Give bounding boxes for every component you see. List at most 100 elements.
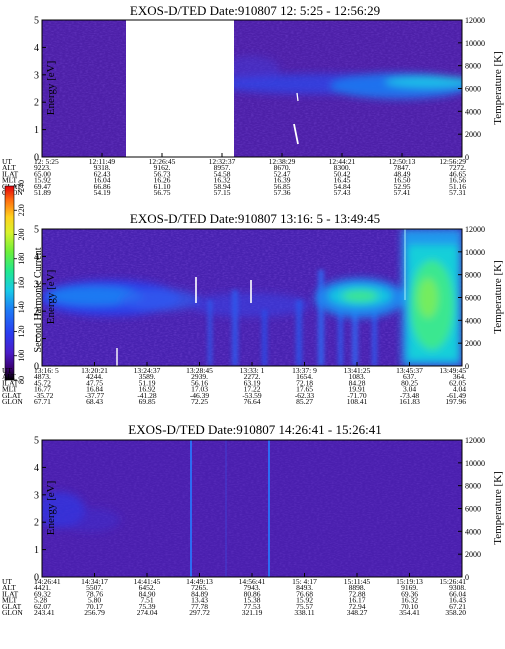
y2-tick-label: 12000 bbox=[465, 436, 485, 445]
ephemeris-value: 66.86 bbox=[94, 182, 111, 191]
ephemeris-value: 8898. bbox=[349, 583, 366, 592]
ephemeris-value: 3.04 bbox=[403, 385, 416, 394]
ephemeris-value: -46.39 bbox=[190, 391, 210, 400]
ephemeris-value: 62.43 bbox=[94, 169, 111, 178]
y2-tick-label: 8000 bbox=[465, 482, 481, 491]
panel-2-y2-ticks: 0 2000 4000 6000 8000 10000 12000 bbox=[458, 225, 485, 371]
y2-tick-label: 0 bbox=[465, 153, 469, 162]
panel-1-ylabel: Energy [eV] bbox=[45, 61, 57, 115]
y2-tick-label: 2000 bbox=[465, 130, 481, 139]
ephemeris-value: 52.95 bbox=[394, 182, 411, 191]
ephemeris-value: 51.19 bbox=[139, 378, 156, 387]
panel-1-data-gap bbox=[126, 20, 234, 157]
ephemeris-value: 66.04 bbox=[449, 589, 466, 598]
colorbar-tick-label: 120 bbox=[17, 326, 26, 338]
ephemeris-value: 13:28:45 bbox=[186, 366, 213, 375]
ephemeris-value: 7943. bbox=[244, 583, 261, 592]
ephemeris-value: 48.49 bbox=[394, 169, 411, 178]
ephemeris-label: MLT bbox=[2, 596, 18, 605]
colorbar-tick-label: 160 bbox=[17, 277, 26, 289]
ephemeris-value: 84.90 bbox=[139, 589, 156, 598]
ephemeris-value: -35.72 bbox=[34, 391, 54, 400]
y-tick-label: 0 bbox=[34, 573, 39, 584]
ephemeris-value: 7272. bbox=[449, 163, 466, 172]
y2-tick-label: 12000 bbox=[465, 225, 485, 234]
y2-tick-label: 10000 bbox=[465, 39, 485, 48]
panel-1-y2label: Temperature [K] bbox=[492, 51, 504, 124]
panel-2-ylabel: Energy [eV] bbox=[45, 270, 57, 324]
panel-1-streak bbox=[293, 123, 299, 145]
ephemeris-value: 2939. bbox=[191, 372, 208, 381]
y-tick-label: 3 bbox=[34, 279, 39, 290]
ephemeris-value: 13:41:25 bbox=[344, 366, 371, 375]
ephemeris-value: 197.96 bbox=[445, 397, 466, 406]
ephemeris-value: 67.71 bbox=[34, 397, 51, 406]
colorbar-tick-label: 240 bbox=[17, 180, 26, 192]
ephemeris-value: 16.39 bbox=[274, 176, 291, 185]
ephemeris-label: GLAT bbox=[2, 391, 22, 400]
ephemeris-value: 14:34:17 bbox=[81, 577, 108, 586]
ephemeris-value: 85.27 bbox=[296, 397, 313, 406]
ephemeris-value: 78.76 bbox=[86, 589, 103, 598]
ephemeris-value: 13:37: 9 bbox=[292, 366, 317, 375]
ephemeris-value: 16.17 bbox=[349, 596, 366, 605]
ephemeris-value: 12:11:49 bbox=[89, 157, 116, 166]
ephemeris-value: -73.48 bbox=[400, 391, 420, 400]
ephemeris-value: 69.47 bbox=[34, 182, 51, 191]
colorbar-ticks: 80 100 120 140 160 180 200 220 240 bbox=[14, 180, 26, 384]
ephemeris-value: 16.45 bbox=[334, 176, 351, 185]
panel-1-band bbox=[210, 56, 462, 99]
ephemeris-value: 76.64 bbox=[244, 397, 261, 406]
ephemeris-label: GLON bbox=[2, 608, 23, 617]
ephemeris-value: 47.75 bbox=[86, 378, 103, 387]
ephemeris-value: 56.73 bbox=[154, 169, 171, 178]
y2-tick-label: 6000 bbox=[465, 294, 481, 303]
panel-2: EXOS-D/TED Date:910807 13:16: 5 - 13:49:… bbox=[2, 180, 504, 406]
panel-3-texture bbox=[42, 440, 462, 577]
ephemeris-value: 45.72 bbox=[34, 378, 51, 387]
ephemeris-value: 69.32 bbox=[34, 589, 51, 598]
ephemeris-value: 8957. bbox=[214, 163, 231, 172]
ephemeris-value: 637. bbox=[403, 372, 416, 381]
ephemeris-value: 12:26:45 bbox=[149, 157, 176, 166]
ephemeris-value: 46.65 bbox=[449, 169, 466, 178]
ephemeris-value: 77.78 bbox=[191, 602, 208, 611]
ephemeris-value: 4873. bbox=[34, 372, 51, 381]
ephemeris-value: 80.25 bbox=[401, 378, 418, 387]
y-tick-label: 1 bbox=[34, 334, 39, 345]
ephemeris-label: MLT bbox=[2, 176, 18, 185]
panel-3-plot-area bbox=[42, 440, 462, 577]
ephemeris-value: 51.16 bbox=[449, 182, 466, 191]
ephemeris-value: 16.04 bbox=[94, 176, 111, 185]
ephemeris-value: 9169. bbox=[401, 583, 418, 592]
colorbar-tick-label: 140 bbox=[17, 301, 26, 313]
ephemeris-value: 108.41 bbox=[347, 397, 368, 406]
ephemeris-value: 51.89 bbox=[34, 188, 51, 197]
ephemeris-value: 16.92 bbox=[139, 385, 156, 394]
ephemeris-value: 56.85 bbox=[274, 182, 291, 191]
panel-2-y-ticks: 0 1 2 3 4 5 bbox=[34, 225, 46, 373]
y-tick-label: 5 bbox=[34, 436, 39, 447]
panel-3-low-energy bbox=[42, 492, 120, 532]
ephemeris-value: 4244. bbox=[86, 372, 103, 381]
ephemeris-value: -41.28 bbox=[137, 391, 157, 400]
ephemeris-value: 16.43 bbox=[449, 596, 466, 605]
ephemeris-value: 17.03 bbox=[191, 385, 208, 394]
ephemeris-value: 84.28 bbox=[349, 378, 366, 387]
colorbar-tick-label: 220 bbox=[17, 204, 26, 216]
y2-tick-label: 8000 bbox=[465, 62, 481, 71]
ephemeris-label: ILAT bbox=[2, 589, 19, 598]
y2-tick-label: 6000 bbox=[465, 85, 481, 94]
panel-1-title: EXOS-D/TED Date:910807 12: 5:25 - 12:56:… bbox=[130, 3, 380, 18]
panel-2-y2label: Temperature [K] bbox=[492, 260, 504, 333]
ephemeris-value: 65.00 bbox=[34, 169, 51, 178]
ephemeris-value: 4421. bbox=[34, 583, 51, 592]
ephemeris-value: 243.41 bbox=[34, 608, 55, 617]
ephemeris-value: 13:49:45 bbox=[439, 366, 466, 375]
y2-tick-label: 8000 bbox=[465, 271, 481, 280]
ephemeris-value: 16.84 bbox=[86, 385, 103, 394]
ephemeris-value: 8493. bbox=[296, 583, 313, 592]
ephemeris-value: 57.31 bbox=[449, 188, 466, 197]
ephemeris-value: 364. bbox=[453, 372, 466, 381]
